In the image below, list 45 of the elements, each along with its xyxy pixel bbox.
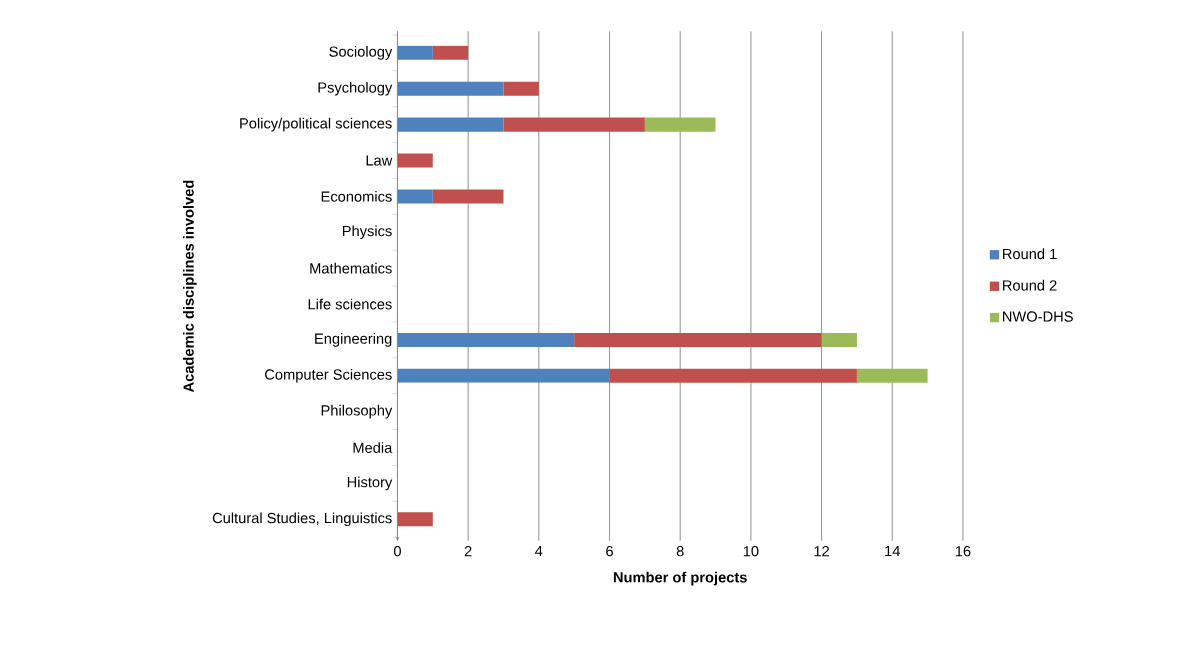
y-tick-label: Philosophy bbox=[321, 404, 393, 419]
y-tick-label: History bbox=[347, 476, 393, 491]
bar bbox=[503, 117, 645, 132]
x-tick-label: 12 bbox=[814, 546, 829, 557]
bar bbox=[397, 153, 433, 168]
y-tick-label: Policy/political sciences bbox=[240, 117, 392, 132]
bar bbox=[432, 189, 504, 204]
legend-label: Round 1 bbox=[1003, 248, 1057, 260]
bar bbox=[856, 368, 928, 383]
x-tick-label: 4 bbox=[535, 546, 543, 557]
bar bbox=[397, 45, 433, 60]
bar bbox=[821, 332, 857, 347]
y-tick-label: Engineering bbox=[315, 333, 392, 347]
bar bbox=[432, 45, 469, 60]
y-tick-label: Mathematics bbox=[310, 262, 392, 274]
x-tick-label: 0 bbox=[393, 546, 401, 557]
y-tick-label: Computer Sciences bbox=[265, 369, 392, 383]
y-tick-label: Life sciences bbox=[308, 298, 392, 310]
x-tick-label: 6 bbox=[606, 546, 613, 557]
x-tick-label: 2 bbox=[464, 546, 472, 557]
y-tick-label: Sociology bbox=[329, 46, 393, 60]
legend-label: Round 2 bbox=[1003, 279, 1057, 291]
y-tick-label: Economics bbox=[321, 191, 392, 202]
legend-label: NWO-DHS bbox=[1003, 311, 1073, 322]
bar bbox=[503, 81, 539, 96]
x-tick-label: 8 bbox=[676, 546, 684, 557]
x-tick-label: 14 bbox=[885, 546, 900, 557]
bar bbox=[574, 332, 822, 347]
y-tick-label: Cultural Studies, Linguistics bbox=[212, 512, 392, 527]
y-tick-label: Media bbox=[353, 442, 393, 453]
bar bbox=[397, 368, 610, 383]
x-axis-title: Number of projects bbox=[613, 571, 747, 586]
bar bbox=[397, 81, 504, 96]
y-tick-label: Physics bbox=[342, 225, 392, 240]
bar bbox=[397, 512, 433, 527]
bar bbox=[397, 117, 504, 132]
x-tick-label: 10 bbox=[743, 546, 759, 557]
y-tick-label: Law bbox=[366, 155, 393, 166]
bar bbox=[644, 117, 716, 132]
bar bbox=[397, 189, 433, 204]
y-axis-title: Academic disciplines involved bbox=[183, 180, 197, 393]
bar bbox=[609, 368, 857, 383]
x-tick-label: 16 bbox=[955, 546, 971, 557]
y-tick-label: Psychology bbox=[318, 81, 393, 96]
bar bbox=[397, 332, 575, 347]
